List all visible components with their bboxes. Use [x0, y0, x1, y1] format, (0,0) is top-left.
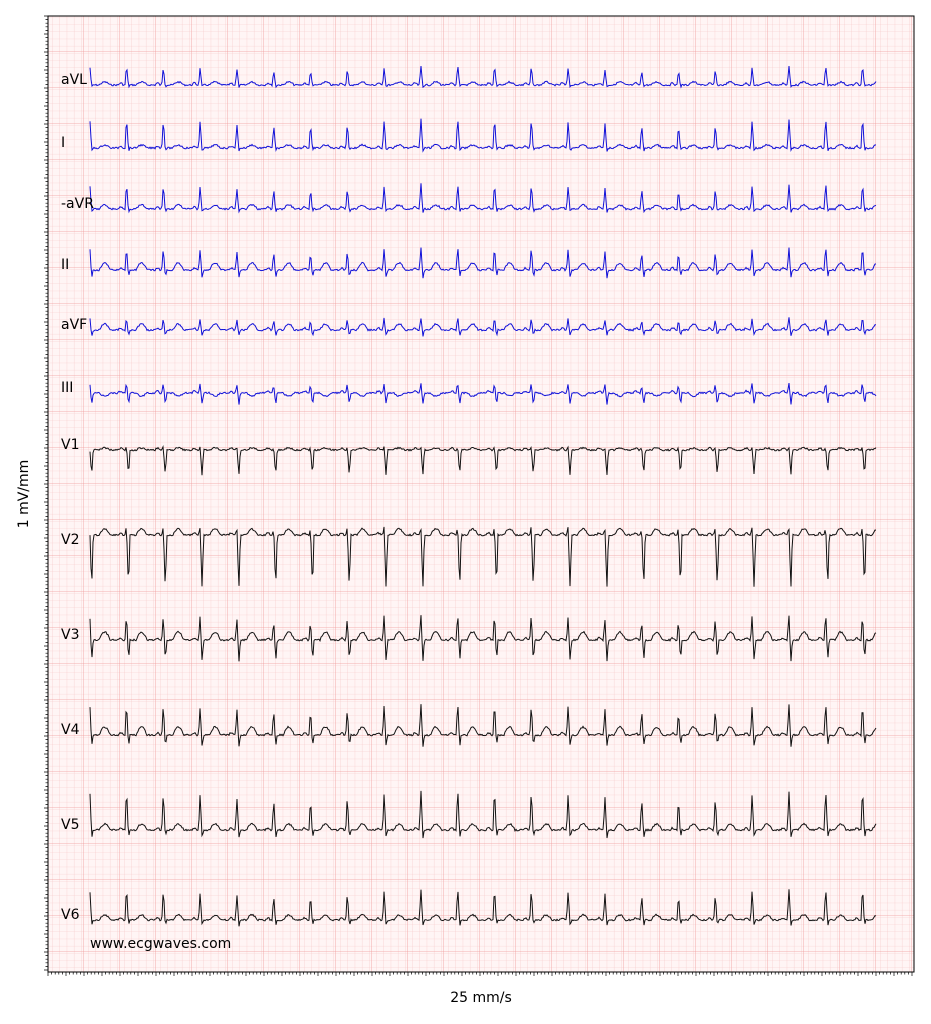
- ecg-trace: [89, 704, 877, 747]
- lead-label: V5: [61, 817, 79, 833]
- ecg-trace: [89, 615, 877, 662]
- lead-label: III: [61, 380, 73, 396]
- ecg-trace: [89, 183, 877, 214]
- traces: [89, 65, 877, 927]
- lead-label: II: [61, 257, 69, 273]
- lead-label: aVL: [61, 72, 87, 88]
- lead-label: -aVR: [61, 196, 94, 212]
- axis-ticks: [44, 15, 913, 976]
- lead-label: V1: [61, 437, 79, 453]
- ecg-trace: [89, 889, 877, 927]
- plot-frame: [47, 15, 915, 973]
- y-axis-label: 1 mV/mm: [16, 460, 32, 529]
- x-axis-label: 25 mm/s: [450, 990, 512, 1006]
- ecg-trace: [89, 317, 876, 337]
- lead-label: V2: [61, 532, 79, 548]
- ecg-trace: [89, 526, 877, 587]
- tick-marks: [44, 15, 913, 976]
- ecg-trace: [89, 118, 877, 153]
- lead-label: V6: [61, 907, 80, 923]
- ecg-trace: [89, 65, 877, 89]
- lead-label: aVF: [61, 317, 87, 333]
- lead-label: V3: [61, 627, 79, 643]
- ecg-trace: [89, 790, 877, 839]
- ecg-trace: [89, 383, 877, 405]
- lead-label: I: [61, 135, 65, 151]
- ecg-trace: [89, 247, 877, 279]
- lead-label: V4: [61, 722, 80, 738]
- lead-labels: aVL I -aVR II aVF III V1 V2 V3 V4 V5 V6: [61, 72, 94, 923]
- ecg-trace: [89, 444, 877, 476]
- ecg-grid: [48, 16, 914, 972]
- watermark: www.ecgwaves.com: [90, 936, 231, 952]
